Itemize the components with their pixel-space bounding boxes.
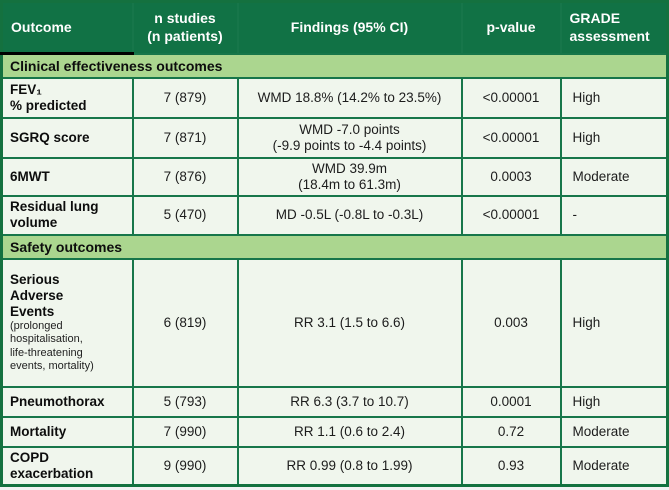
section-header-row: Clinical effectiveness outcomes <box>0 52 669 79</box>
findings-cell: RR 3.1 (1.5 to 6.6) <box>236 257 463 388</box>
table-row: COPD exacerbation 9 (990) RR 0.99 (0.8 to … <box>0 445 669 487</box>
outcome-cell: 6MWT <box>0 157 134 197</box>
grade-cell: High <box>559 385 669 418</box>
grade-cell: Moderate <box>559 445 669 487</box>
outcome-label: Mortality <box>10 423 67 439</box>
outcome-label: FEV₁ % predicted <box>10 82 87 113</box>
p-value-cell: <0.00001 <box>460 117 562 159</box>
p-value-cell: 0.003 <box>460 257 562 388</box>
table-row: 6MWT 7 (876) WMD 39.9m (18.4m to 61.3m) 0.0… <box>0 157 669 197</box>
outcome-cell: FEV₁ % predicted <box>0 77 134 119</box>
table-body: Clinical effectiveness outcomes FEV₁ % pr… <box>0 52 669 487</box>
outcome-label: 6MWT <box>10 168 50 184</box>
findings-cell: RR 1.1 (0.6 to 2.4) <box>236 415 463 448</box>
outcome-label: Serious Adverse Events <box>10 272 64 319</box>
n-studies-cell: 6 (819) <box>131 257 239 388</box>
findings-cell: WMD 18.8% (14.2% to 23.5%) <box>236 77 463 119</box>
section-title: Safety outcomes <box>0 233 669 260</box>
findings-cell: WMD 39.9m (18.4m to 61.3m) <box>236 157 463 197</box>
section-header-row: Safety outcomes <box>0 233 669 260</box>
outcome-cell: COPD exacerbation <box>0 445 134 487</box>
table-row: Serious Adverse Events (prolonged hospita… <box>0 257 669 388</box>
p-value-cell: 0.72 <box>460 415 562 448</box>
table-row: SGRQ score 7 (871) WMD -7.0 points (-9.9 p… <box>0 117 669 159</box>
outcome-label: SGRQ score <box>10 130 90 146</box>
outcome-sublabel: (prolonged hospitalisation, life-threate… <box>10 319 94 373</box>
findings-cell: RR 6.3 (3.7 to 10.7) <box>236 385 463 418</box>
col-header-pvalue: p-value <box>460 0 562 55</box>
grade-cell: Moderate <box>559 415 669 448</box>
table-header: Outcome n studies (n patients) Findings (9… <box>0 0 669 55</box>
grade-cell: Moderate <box>559 157 669 197</box>
findings-cell: RR 0.99 (0.8 to 1.99) <box>236 445 463 487</box>
header-row: Outcome n studies (n patients) Findings (9… <box>0 0 669 55</box>
grade-cell: High <box>559 77 669 119</box>
outcome-label: COPD exacerbation <box>10 449 94 481</box>
col-header-grade: GRADE assessment <box>559 0 669 55</box>
outcome-cell: Pneumothorax <box>0 385 134 418</box>
n-studies-cell: 7 (990) <box>131 415 239 448</box>
grade-cell: High <box>559 257 669 388</box>
findings-cell: WMD -7.0 points (-9.9 points to -4.4 poi… <box>236 117 463 159</box>
col-header-outcome: Outcome <box>0 0 134 55</box>
table-row: Pneumothorax 5 (793) RR 6.3 (3.7 to 10.7) 0… <box>0 385 669 418</box>
n-studies-cell: 7 (879) <box>131 77 239 119</box>
p-value-cell: <0.00001 <box>460 194 562 236</box>
col-header-findings: Findings (95% CI) <box>236 0 463 55</box>
section-title: Clinical effectiveness outcomes <box>0 52 669 79</box>
n-studies-cell: 7 (871) <box>131 117 239 159</box>
p-value-cell: 0.0001 <box>460 385 562 418</box>
p-value-cell: 0.93 <box>460 445 562 487</box>
outcome-cell: Residual lung volume <box>0 194 134 236</box>
grade-cell: - <box>559 194 669 236</box>
outcome-cell: SGRQ score <box>0 117 134 159</box>
n-studies-cell: 5 (793) <box>131 385 239 418</box>
n-studies-cell: 5 (470) <box>131 194 239 236</box>
n-studies-cell: 9 (990) <box>131 445 239 487</box>
outcome-label: Residual lung volume <box>10 199 99 231</box>
table-row: FEV₁ % predicted 7 (879) WMD 18.8% (14.2% … <box>0 77 669 119</box>
col-header-nstudies: n studies (n patients) <box>131 0 239 55</box>
table-row: Mortality 7 (990) RR 1.1 (0.6 to 2.4) 0.72 M… <box>0 415 669 448</box>
n-studies-cell: 7 (876) <box>131 157 239 197</box>
p-value-cell: <0.00001 <box>460 77 562 119</box>
grade-cell: High <box>559 117 669 159</box>
findings-cell: MD -0.5L (-0.8L to -0.3L) <box>236 194 463 236</box>
outcome-label: Pneumothorax <box>10 393 105 409</box>
table-row: Residual lung volume 5 (470) MD -0.5L (-0.… <box>0 194 669 236</box>
p-value-cell: 0.0003 <box>460 157 562 197</box>
outcome-cell: Mortality <box>0 415 134 448</box>
outcome-cell: Serious Adverse Events (prolonged hospita… <box>0 257 134 388</box>
